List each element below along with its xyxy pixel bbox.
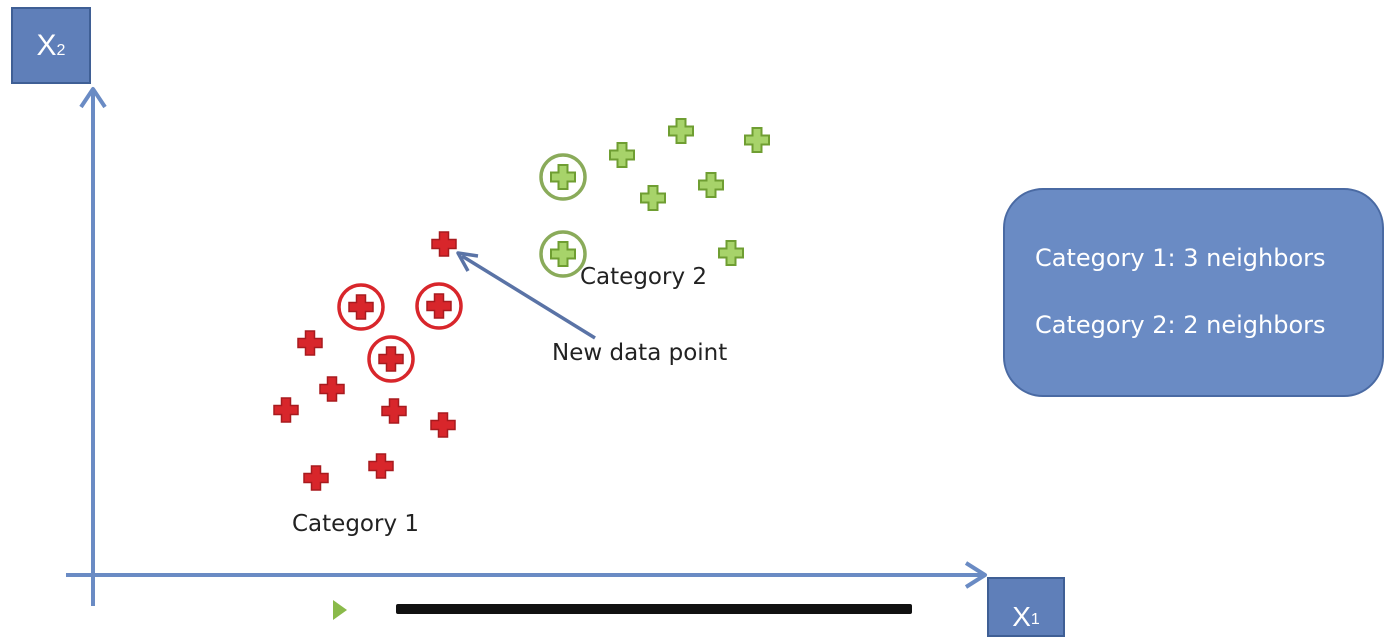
plus-icon [378, 346, 404, 372]
plus-icon [609, 142, 635, 168]
neighbor-ring-green [539, 230, 587, 278]
new-data-point-icon [431, 231, 457, 257]
plus-icon [430, 412, 456, 438]
category2-neighbor-count: Category 2: 2 neighbors [1035, 311, 1326, 339]
diagram-canvas [66, 87, 987, 606]
plus-icon [368, 453, 394, 479]
plus-icon [273, 397, 299, 423]
x-axis-label: X [1012, 601, 1031, 632]
plus-icon [319, 376, 345, 402]
plus-icon [381, 398, 407, 424]
x-axis-subscript: 1 [1030, 611, 1040, 628]
new-data-point-label: New data point [552, 340, 728, 366]
neighbor-ring-red [337, 283, 385, 331]
category1-label: Category 1 [292, 511, 420, 537]
plus-icon [744, 127, 770, 153]
plus-icon [297, 330, 323, 356]
y-axis-label: X [36, 28, 57, 62]
plus-icon [550, 241, 576, 267]
neighbor-count-box: Category 1: 3 neighbors Category 2: 2 ne… [1003, 188, 1384, 397]
x-axis [66, 561, 987, 589]
neighbor-ring-green [539, 153, 587, 201]
plus-icon [550, 164, 576, 190]
plus-icon [348, 294, 374, 320]
video-progress-bar[interactable] [396, 604, 912, 614]
plus-icon [303, 465, 329, 491]
plus-icon [718, 240, 744, 266]
y-axis-subscript: 2 [56, 41, 66, 59]
category1-neighbor-count: Category 1: 3 neighbors [1035, 244, 1326, 272]
plus-icon [698, 172, 724, 198]
plus-icon [640, 185, 666, 211]
neighbor-ring-red [367, 335, 415, 383]
play-icon[interactable] [333, 600, 347, 620]
new-point-arrow [456, 251, 596, 340]
plus-icon [668, 118, 694, 144]
neighbor-rings [337, 153, 587, 383]
category2-label: Category 2 [580, 264, 708, 290]
y-axis [79, 87, 107, 606]
plus-icon [426, 293, 452, 319]
neighbor-ring-red [415, 282, 463, 330]
